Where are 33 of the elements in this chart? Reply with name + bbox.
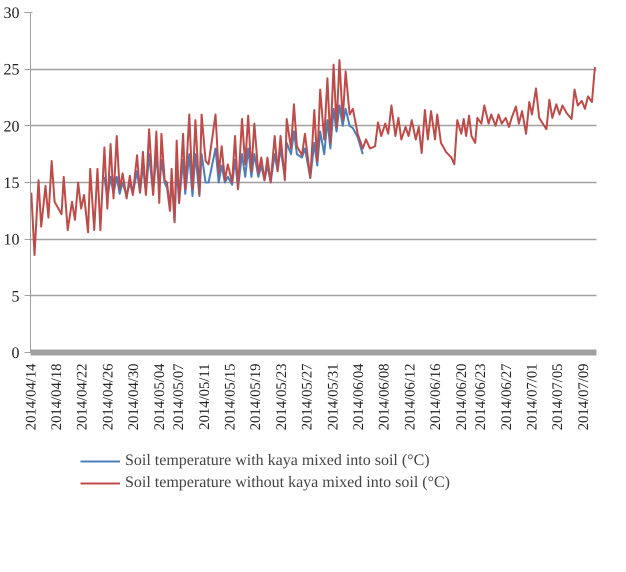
- x-tick-label: 2014/07/05: [550, 363, 566, 430]
- legend-label: Soil temperature without kaya mixed into soil (°C): [125, 474, 450, 492]
- x-tick-label: 2014/06/04: [351, 362, 368, 430]
- x-tick-label: 2014/06/23: [473, 363, 490, 430]
- x-tick-label: 2014/04/18: [49, 363, 66, 430]
- y-tick-label: 15: [4, 175, 20, 192]
- y-tick-label: 20: [4, 118, 20, 136]
- x-tick-label: 2014/07/09: [576, 363, 592, 430]
- y-tick-label: 5: [12, 288, 20, 306]
- x-tick-label: 2014/05/11: [196, 363, 213, 430]
- x-tick-label: 2014/05/27: [300, 363, 316, 430]
- line-series: [30, 59, 596, 256]
- x-tick-label: 2014/04/30: [126, 363, 142, 430]
- x-tick-label: 2014/06/20: [454, 363, 470, 430]
- x-tick-label: 2014/05/07: [171, 363, 188, 430]
- x-tick-label: 2014/05/19: [248, 363, 264, 430]
- x-tick-label: 2014/06/27: [498, 363, 515, 430]
- x-tick-label: 2014/06/12: [402, 363, 418, 430]
- x-tick-label: 2014/05/04: [152, 362, 168, 430]
- x-tick-label: 2014/05/31: [325, 363, 342, 430]
- x-tick-label: 2014/04/22: [74, 363, 91, 430]
- x-tick-label: 2014/06/08: [376, 363, 393, 430]
- y-tick-label: 10: [4, 232, 20, 249]
- x-tick-label: 2014/04/26: [100, 363, 116, 430]
- y-tick-label: 25: [4, 62, 20, 79]
- x-tick-label: 2014/04/14: [23, 362, 40, 430]
- x-tick-label: 2014/05/23: [274, 363, 290, 430]
- x-tick-label: 2014/06/16: [428, 363, 444, 430]
- y-tick-label: 0: [12, 345, 20, 362]
- x-tick-label: 2014/07/01: [524, 363, 541, 430]
- x-tick-label: 2014/05/15: [222, 363, 238, 430]
- legend-label: Soil temperature with kaya mixed into soil (°C): [125, 452, 430, 470]
- y-tick-label: 30: [4, 5, 20, 22]
